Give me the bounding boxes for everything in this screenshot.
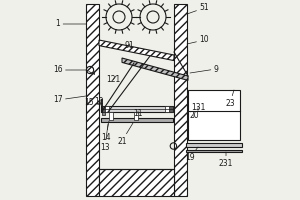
Bar (169, 106, 173, 112)
Text: 231: 231 (219, 152, 233, 168)
Bar (101, 106, 105, 112)
Text: 23: 23 (225, 90, 235, 108)
Bar (134, 112, 138, 120)
Text: 14: 14 (101, 121, 111, 142)
Bar (102, 112, 105, 115)
Bar (186, 150, 242, 152)
Text: 10: 10 (187, 36, 209, 45)
Text: 91: 91 (124, 42, 134, 50)
Bar (188, 90, 240, 140)
Polygon shape (99, 40, 174, 61)
Text: 15: 15 (84, 98, 102, 107)
Text: 13: 13 (100, 124, 110, 152)
Bar (165, 106, 169, 112)
Text: 9: 9 (190, 64, 218, 73)
Bar (101, 106, 173, 112)
Bar (99, 169, 174, 196)
Bar (86, 4, 99, 196)
Bar (105, 106, 109, 112)
Text: 11: 11 (133, 109, 143, 118)
Bar (186, 143, 242, 147)
Text: 51: 51 (187, 3, 209, 14)
Text: 19: 19 (185, 147, 198, 162)
Bar (109, 112, 112, 120)
Text: 1: 1 (56, 20, 86, 28)
Text: 16: 16 (53, 66, 86, 74)
Text: 12: 12 (94, 97, 104, 106)
Bar (174, 4, 187, 196)
Text: 17: 17 (53, 96, 86, 104)
Text: 121: 121 (106, 75, 120, 84)
Text: 20: 20 (189, 110, 199, 119)
Text: 131: 131 (191, 103, 205, 112)
Polygon shape (122, 58, 188, 80)
Text: 21: 21 (117, 123, 133, 146)
Bar (101, 118, 173, 122)
